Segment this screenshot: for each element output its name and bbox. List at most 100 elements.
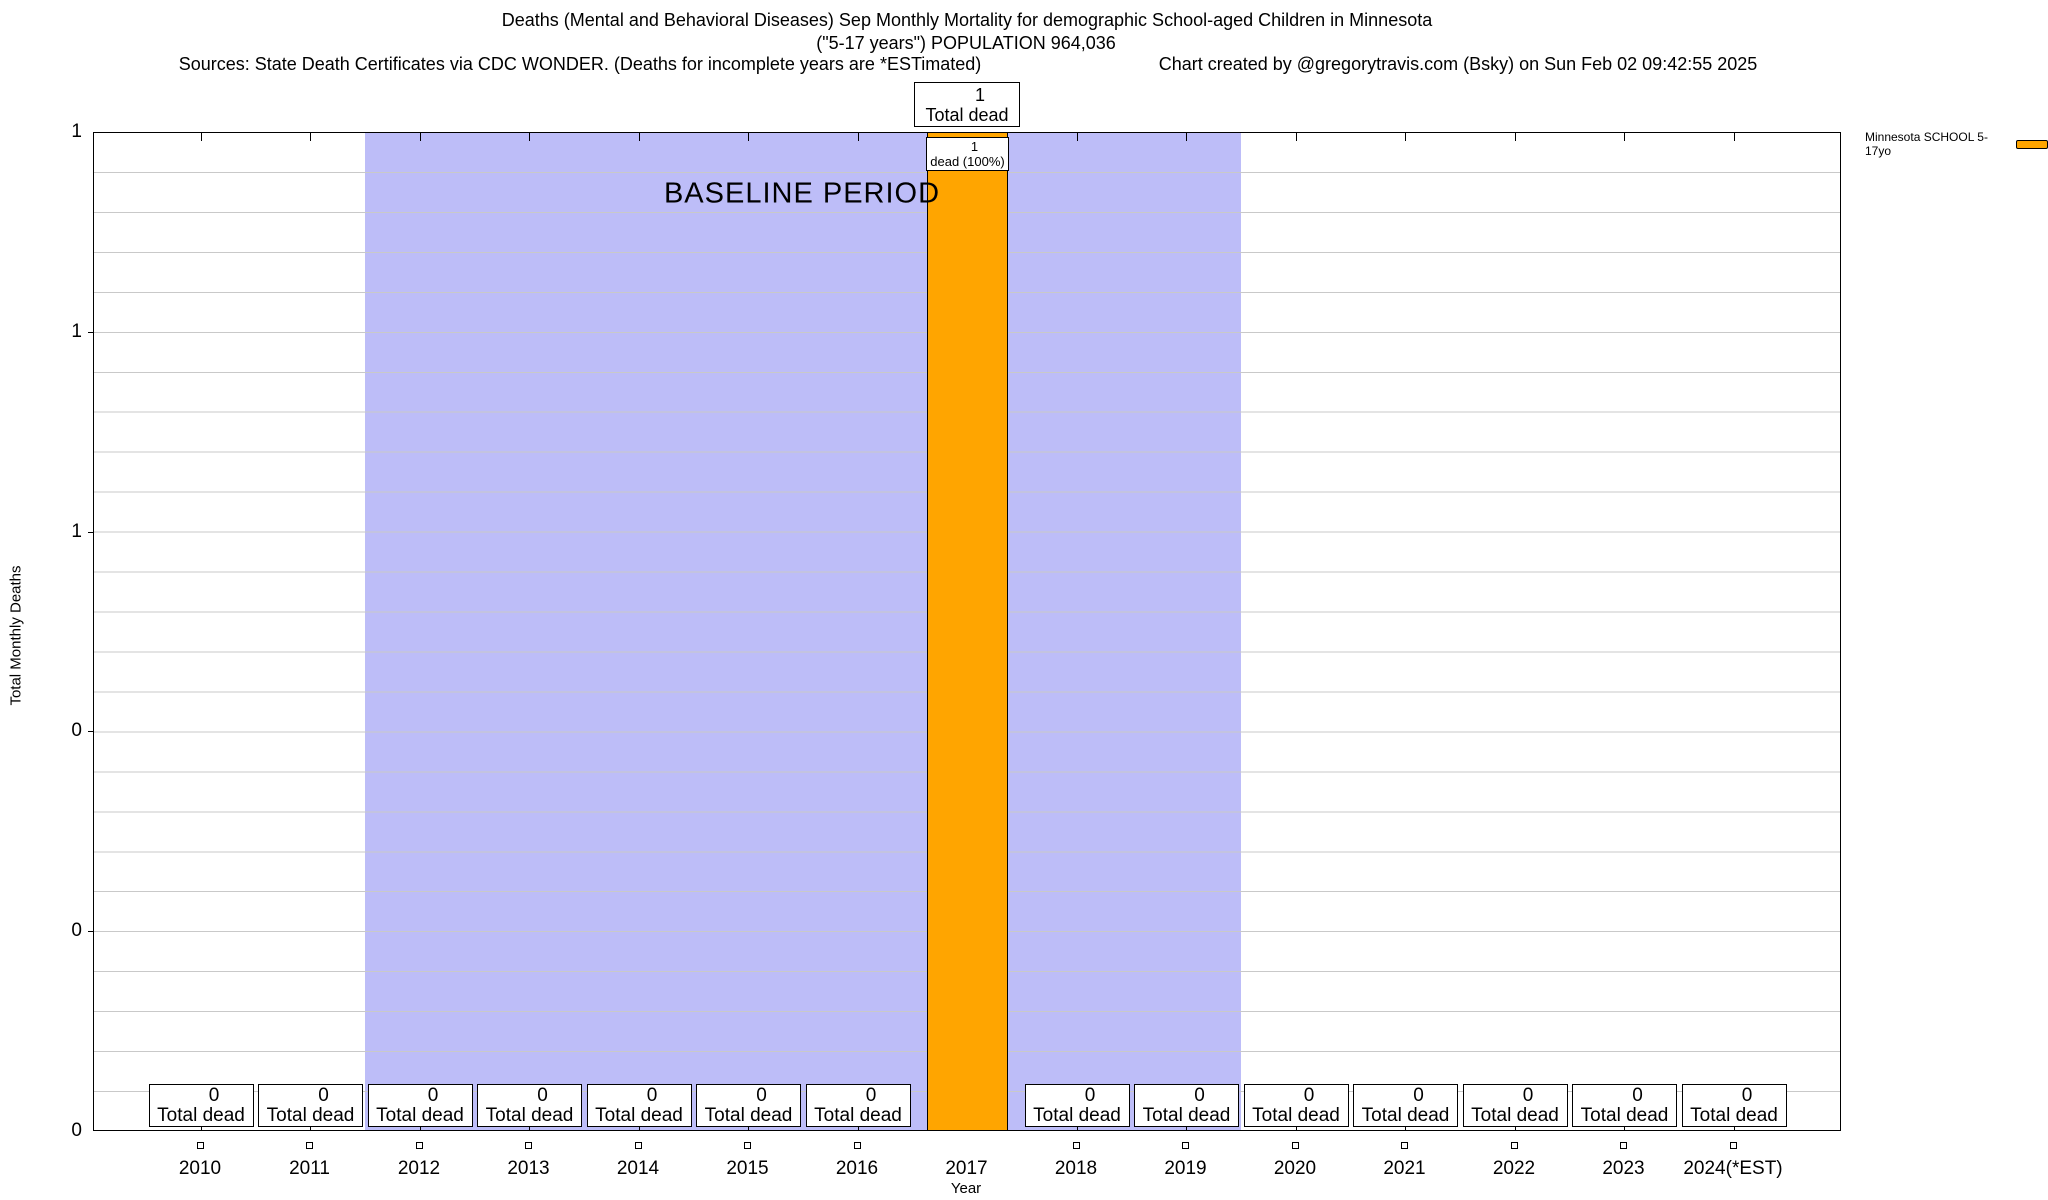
zero-dead-box: 0 Total dead <box>1681 1084 1787 1127</box>
bar-2017 <box>927 132 1008 1131</box>
year-point-marker <box>853 1142 861 1149</box>
total-dead-callout-2017: 1 Total dead <box>914 82 1020 127</box>
bar-label-value: 1 <box>970 139 979 154</box>
year-point-marker <box>634 1142 642 1149</box>
zero-dead-box: 0 Total dead <box>1353 1084 1458 1127</box>
year-point-marker <box>744 1142 751 1149</box>
zero-dead-box: 0 Total dead <box>477 1084 582 1127</box>
zero-dead-label: Total dead <box>1142 1105 1231 1126</box>
top-tick <box>310 133 311 141</box>
top-tick <box>529 133 530 141</box>
zero-dead-value: 0 <box>1194 1085 1205 1106</box>
year-tick-label: 2014 <box>616 1158 660 1179</box>
zero-dead-box: 0 Total dead <box>1462 1084 1568 1127</box>
zero-dead-value: 0 <box>646 1085 658 1106</box>
top-tick <box>1514 133 1516 141</box>
year-tick-label: 2022 <box>1492 1158 1536 1179</box>
zero-dead-box: 0 Total dead <box>1243 1084 1349 1127</box>
zero-dead-box: 0 Total dead <box>586 1084 692 1127</box>
zero-dead-box: 0 Total dead <box>1024 1084 1130 1127</box>
top-tick <box>1624 133 1625 141</box>
zero-dead-value: 0 <box>208 1085 220 1106</box>
top-tick <box>1733 133 1735 141</box>
zero-dead-box: 0 Total dead <box>1572 1084 1677 1127</box>
zero-dead-label: Total dead <box>595 1105 683 1126</box>
zero-dead-label: Total dead <box>1690 1105 1778 1126</box>
top-tick <box>748 133 749 141</box>
callout-value: 1 <box>974 85 985 105</box>
year-tick-label: 2020 <box>1273 1158 1317 1179</box>
zero-dead-value: 0 <box>1522 1085 1534 1106</box>
zero-dead-value: 0 <box>756 1085 767 1106</box>
top-tick <box>857 133 859 141</box>
zero-dead-label: Total dead <box>157 1105 245 1126</box>
year-point-marker <box>1510 1142 1518 1149</box>
zero-dead-value: 0 <box>1413 1085 1424 1106</box>
top-tick <box>1186 133 1187 141</box>
year-tick-label: 2018 <box>1054 1158 1098 1179</box>
year-tick-label: 2010 <box>178 1158 222 1179</box>
y-tick-mark <box>88 531 93 533</box>
zero-dead-box: 0 Total dead <box>258 1084 363 1127</box>
bar-label-box: 1 dead (100%) <box>926 137 1009 171</box>
y-tick-label: 1 <box>71 520 82 542</box>
zero-dead-box: 0 Total dead <box>805 1084 911 1127</box>
baseline-band <box>365 133 1242 1130</box>
zero-dead-label: Total dead <box>1252 1105 1340 1126</box>
zero-dead-label: Total dead <box>1580 1105 1669 1126</box>
baseline-period-label: BASELINE PERIOD <box>663 177 941 210</box>
year-tick-label: 2019 <box>1164 1158 1207 1179</box>
y-tick-mark <box>88 331 93 333</box>
zero-dead-value: 0 <box>537 1085 548 1106</box>
zero-dead-label: Total dead <box>266 1105 355 1126</box>
year-tick-label: 2011 <box>289 1158 330 1179</box>
zero-dead-value: 0 <box>1084 1085 1096 1106</box>
zero-dead-label: Total dead <box>1033 1105 1121 1126</box>
y-axis-title: Total Monthly Deaths <box>7 565 25 706</box>
legend: Minnesota SCHOOL 5-17yo <box>1865 130 2048 158</box>
zero-dead-box: 0 Total dead <box>1134 1084 1239 1127</box>
year-point-marker <box>415 1142 423 1149</box>
zero-dead-value: 0 <box>427 1085 439 1106</box>
year-tick-label: 2021 <box>1383 1158 1426 1179</box>
year-point-marker <box>1401 1142 1408 1149</box>
zero-dead-label: Total dead <box>704 1105 793 1126</box>
year-point-marker <box>1620 1142 1627 1149</box>
top-tick <box>419 133 421 141</box>
year-point-marker <box>306 1142 313 1149</box>
legend-swatch <box>2015 139 2048 149</box>
plot-area: 0 Total dead 0 Total dead 0 Total dead 0 Total … <box>93 132 1841 1131</box>
year-point-marker <box>525 1142 532 1149</box>
credit-note: Chart created by @gregorytravis.com (Bsk… <box>1158 54 1758 74</box>
zero-dead-label: Total dead <box>376 1105 464 1126</box>
year-point-marker <box>1291 1142 1299 1149</box>
top-tick <box>1076 133 1078 141</box>
year-tick-label: 2012 <box>397 1158 441 1179</box>
zero-dead-value: 0 <box>865 1085 877 1106</box>
callout-label: Total dead <box>925 105 1009 125</box>
x-axis-title: Year <box>950 1180 982 1197</box>
zero-dead-value: 0 <box>1632 1085 1643 1106</box>
year-point-marker <box>196 1142 204 1149</box>
y-tick-label: 0 <box>71 920 82 942</box>
zero-dead-label: Total dead <box>1471 1105 1559 1126</box>
bar-label-text: dead (100%) <box>930 154 1005 169</box>
year-point-marker <box>1729 1142 1737 1149</box>
top-tick <box>1295 133 1297 141</box>
year-point-marker <box>1072 1142 1080 1149</box>
top-tick <box>1405 133 1406 141</box>
year-point-marker <box>1182 1142 1189 1149</box>
zero-dead-label: Total dead <box>814 1105 902 1126</box>
zero-dead-label: Total dead <box>485 1105 574 1126</box>
year-tick-label: 2015 <box>726 1158 769 1179</box>
top-tick <box>638 133 640 141</box>
year-tick-label: 2016 <box>835 1158 879 1179</box>
chart-subtitle: ("5-17 years") POPULATION 964,036 <box>816 33 1116 53</box>
zero-dead-box: 0 Total dead <box>367 1084 473 1127</box>
year-tick-label: 2024(*EST) <box>1683 1158 1783 1179</box>
y-tick-mark <box>88 931 93 933</box>
y-tick-mark <box>88 731 93 733</box>
y-tick-label: 0 <box>71 720 82 742</box>
y-tick-label: 1 <box>71 320 82 342</box>
